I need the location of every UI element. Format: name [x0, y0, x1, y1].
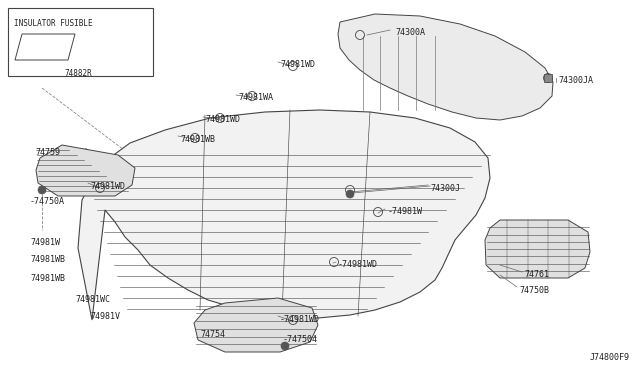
Text: 74981WA: 74981WA	[238, 93, 273, 102]
Text: 74754: 74754	[200, 330, 225, 339]
Text: -747504: -747504	[283, 335, 318, 344]
Text: 74981WB: 74981WB	[30, 274, 65, 283]
Text: J74800F9: J74800F9	[590, 353, 630, 362]
Text: 74981WD: 74981WD	[205, 115, 240, 124]
Bar	[544, 74, 552, 82]
Circle shape	[346, 190, 354, 198]
Circle shape	[38, 186, 46, 194]
Text: 74981WD: 74981WD	[280, 60, 315, 69]
Text: 74981WB: 74981WB	[180, 135, 215, 144]
Circle shape	[281, 342, 289, 350]
Text: 74981WB: 74981WB	[30, 255, 65, 264]
Text: 74759: 74759	[35, 148, 60, 157]
Text: 74981V: 74981V	[90, 312, 120, 321]
Polygon shape	[78, 110, 490, 320]
Text: -74981W: -74981W	[388, 207, 423, 216]
Polygon shape	[338, 14, 553, 120]
Text: 74981W: 74981W	[30, 238, 60, 247]
Text: 74300JA: 74300JA	[558, 76, 593, 85]
Text: 74761: 74761	[524, 270, 549, 279]
Text: 74750B: 74750B	[519, 286, 549, 295]
Text: 74300J: 74300J	[430, 184, 460, 193]
Polygon shape	[36, 145, 135, 196]
Text: INSULATOR FUSIBLE: INSULATOR FUSIBLE	[14, 19, 93, 28]
Text: 74882R: 74882R	[64, 69, 92, 78]
Text: -74981WD: -74981WD	[338, 260, 378, 269]
Text: 74981WC: 74981WC	[75, 295, 110, 304]
Bar	[8, 8, 153, 76]
Text: 74981WD: 74981WD	[90, 182, 125, 191]
Text: 74300A: 74300A	[395, 28, 425, 37]
Polygon shape	[485, 220, 590, 278]
Polygon shape	[194, 298, 318, 352]
Text: -74981WD: -74981WD	[280, 315, 320, 324]
Text: -74750A: -74750A	[30, 197, 65, 206]
